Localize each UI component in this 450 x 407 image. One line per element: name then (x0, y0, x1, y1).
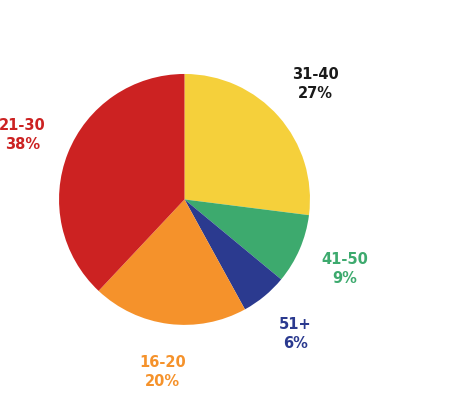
Wedge shape (184, 199, 281, 309)
Text: 51+
6%: 51+ 6% (279, 317, 312, 351)
Wedge shape (184, 199, 309, 279)
Text: 31-40
27%: 31-40 27% (292, 67, 338, 101)
Wedge shape (184, 74, 310, 215)
Wedge shape (99, 199, 245, 325)
Text: 41-50
9%: 41-50 9% (321, 252, 368, 286)
Wedge shape (59, 74, 184, 291)
Text: 16-20
20%: 16-20 20% (140, 355, 186, 389)
Text: 21-30
38%: 21-30 38% (0, 118, 46, 152)
